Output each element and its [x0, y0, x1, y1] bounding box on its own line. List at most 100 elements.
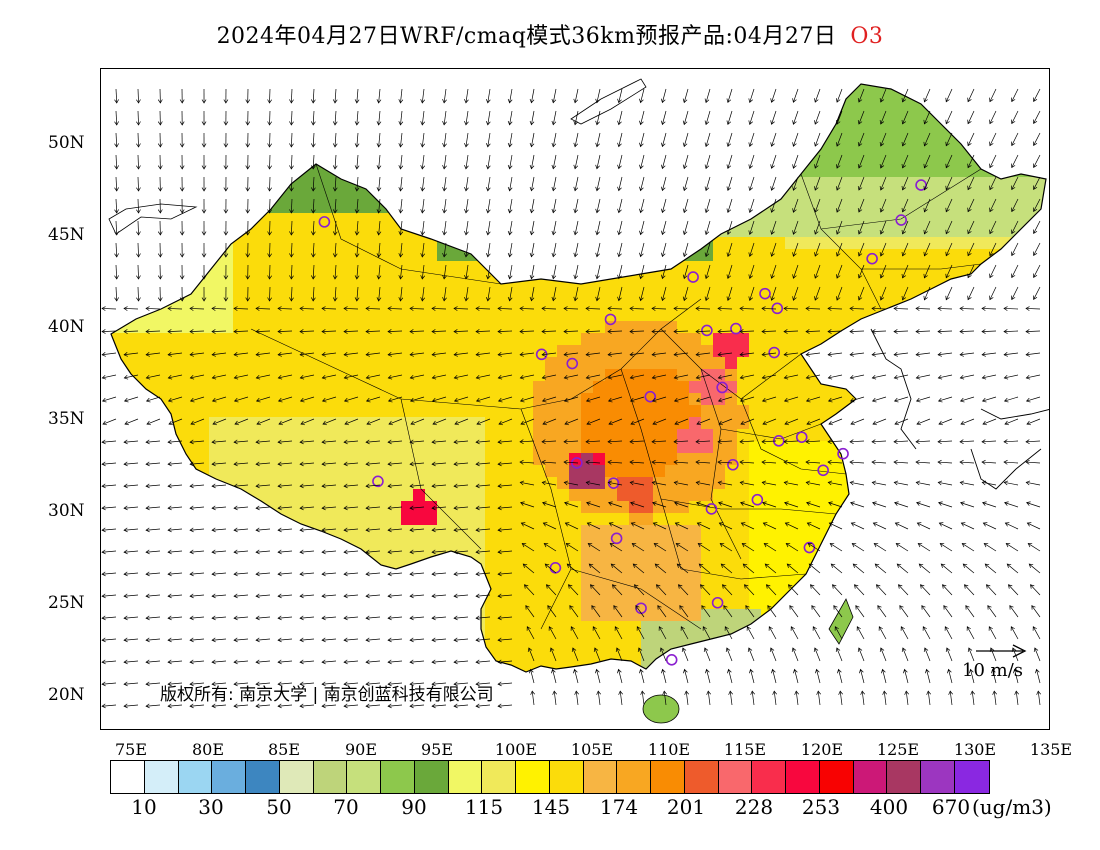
wind-arrowhead — [662, 690, 667, 695]
wind-vector — [356, 220, 359, 235]
wind-vector — [542, 481, 557, 486]
wind-arrowhead — [167, 374, 173, 380]
wind-vector — [696, 461, 711, 464]
wind-arrowhead — [872, 420, 877, 426]
wind-arrowhead — [376, 209, 382, 214]
wind-arrowhead — [255, 374, 261, 380]
wind-arrowhead — [835, 230, 841, 235]
wind-vector — [366, 462, 381, 465]
wind-vector — [574, 198, 579, 213]
wind-arrowhead — [879, 141, 885, 147]
wind-vector — [1026, 418, 1041, 425]
wind-vector — [945, 176, 953, 190]
wind-arrowhead — [136, 231, 141, 236]
wind-arrowhead — [783, 459, 788, 465]
wind-vector — [137, 286, 139, 302]
wind-vector — [168, 682, 183, 685]
wind-vector — [190, 418, 205, 425]
wind-arrowhead — [595, 230, 600, 236]
legend-label: 145 — [531, 795, 571, 819]
wind-vector — [124, 528, 139, 531]
wind-arrowhead — [748, 164, 753, 169]
wind-arrowhead — [636, 626, 641, 631]
wind-vector — [793, 220, 799, 235]
wind-vector — [388, 572, 403, 575]
wind-vector — [807, 522, 821, 530]
wind-vector — [744, 584, 755, 596]
wind-arrowhead — [939, 543, 945, 548]
wind-vector — [366, 550, 381, 553]
wind-arrowhead — [871, 397, 877, 403]
wind-vector — [400, 154, 403, 169]
wind-arrowhead — [189, 352, 194, 357]
wind-vector — [1034, 647, 1041, 662]
wind-vector — [190, 704, 205, 707]
wind-arrowhead — [617, 252, 622, 258]
wind-vector — [523, 563, 535, 574]
wind-vector — [814, 88, 821, 103]
wind-arrowhead — [695, 374, 701, 380]
wind-arrowhead — [545, 584, 551, 589]
wind-arrowhead — [872, 501, 877, 506]
wind-arrowhead — [145, 306, 150, 311]
wind-arrowhead — [770, 230, 775, 235]
wind-vector — [520, 440, 535, 443]
wind-arrowhead — [420, 253, 426, 258]
wind-arrowhead — [387, 659, 392, 665]
wind-vector — [410, 594, 425, 597]
wind-vector — [1026, 461, 1041, 464]
wind-vector — [115, 110, 118, 125]
wind-vector — [749, 176, 755, 191]
wind-vector — [1004, 374, 1019, 379]
wind-vector — [585, 330, 601, 332]
wind-arrowhead — [332, 143, 338, 148]
wind-vector — [366, 638, 381, 641]
wind-vector — [962, 543, 975, 552]
wind-vector — [356, 286, 359, 301]
wind-arrowhead — [769, 647, 775, 652]
wind-arrowhead — [475, 549, 480, 555]
wind-arrowhead — [629, 480, 635, 486]
wind-vector — [683, 220, 689, 235]
wind-arrowhead — [233, 505, 238, 511]
wind-vector — [465, 242, 469, 257]
legend-label: 253 — [801, 795, 841, 819]
wind-vector — [543, 522, 557, 530]
wind-vector — [101, 308, 117, 310]
wind-vector — [137, 132, 139, 148]
wind-arrowhead — [834, 626, 839, 631]
legend-swatch — [313, 761, 348, 793]
wind-arrowhead — [101, 659, 106, 665]
wind-vector — [858, 88, 865, 103]
wind-arrowhead — [431, 329, 436, 334]
wind-arrowhead — [552, 690, 557, 695]
wind-vector — [765, 563, 777, 574]
wind-vector — [850, 481, 865, 486]
wind-vector — [278, 462, 293, 465]
wind-vector — [521, 522, 535, 530]
wind-vector — [922, 626, 931, 640]
wind-arrowhead — [573, 186, 579, 192]
wind-arrowhead — [211, 439, 216, 445]
wind-vector — [115, 154, 118, 169]
wind-vector — [1011, 264, 1019, 278]
wind-arrowhead — [1032, 295, 1038, 301]
wind-vector — [476, 616, 491, 619]
wind-arrowhead — [542, 501, 547, 506]
wind-vector — [830, 543, 843, 552]
wind-vector — [290, 88, 293, 104]
wind-arrowhead — [639, 274, 644, 280]
wind-arrowhead — [595, 668, 600, 674]
wind-vector — [454, 616, 469, 619]
wind-vector — [989, 176, 997, 190]
wind-arrowhead — [673, 397, 679, 403]
wind-vector — [432, 572, 447, 575]
wind-vector — [836, 132, 843, 147]
wind-vector — [656, 584, 667, 596]
wind-arrowhead — [211, 306, 216, 311]
wind-vector — [365, 330, 381, 332]
wind-arrowhead — [959, 459, 964, 465]
wind-arrowhead — [947, 668, 952, 674]
wind-arrowhead — [717, 306, 722, 311]
legend-swatch — [887, 761, 921, 793]
